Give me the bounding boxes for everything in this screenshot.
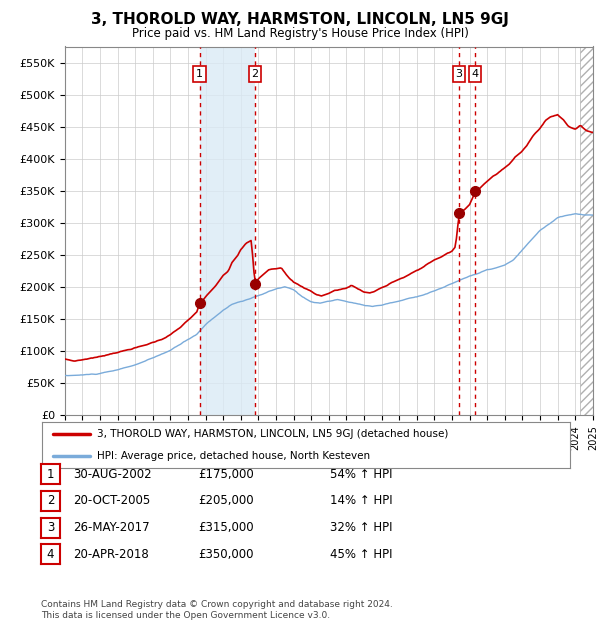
Text: 26-MAY-2017: 26-MAY-2017 bbox=[73, 521, 150, 534]
Text: £315,000: £315,000 bbox=[198, 521, 254, 534]
Text: Contains HM Land Registry data © Crown copyright and database right 2024.
This d: Contains HM Land Registry data © Crown c… bbox=[41, 600, 392, 619]
Text: 4: 4 bbox=[47, 548, 54, 560]
Text: £175,000: £175,000 bbox=[198, 468, 254, 481]
Text: 3: 3 bbox=[47, 521, 54, 534]
Text: 4: 4 bbox=[472, 69, 479, 79]
Text: HPI: Average price, detached house, North Kesteven: HPI: Average price, detached house, Nort… bbox=[97, 451, 371, 461]
Text: 1: 1 bbox=[47, 468, 54, 481]
Text: 2: 2 bbox=[47, 495, 54, 507]
Text: £205,000: £205,000 bbox=[198, 495, 254, 507]
Text: 20-OCT-2005: 20-OCT-2005 bbox=[73, 495, 151, 507]
Text: 3, THOROLD WAY, HARMSTON, LINCOLN, LN5 9GJ: 3, THOROLD WAY, HARMSTON, LINCOLN, LN5 9… bbox=[91, 12, 509, 27]
Bar bbox=[200, 46, 255, 415]
Text: 54% ↑ HPI: 54% ↑ HPI bbox=[330, 468, 392, 481]
Text: 45% ↑ HPI: 45% ↑ HPI bbox=[330, 548, 392, 560]
Text: 14% ↑ HPI: 14% ↑ HPI bbox=[330, 495, 392, 507]
Text: 20-APR-2018: 20-APR-2018 bbox=[73, 548, 149, 560]
Bar bbox=[580, 46, 600, 415]
Text: 30-AUG-2002: 30-AUG-2002 bbox=[73, 468, 152, 481]
Text: Price paid vs. HM Land Registry's House Price Index (HPI): Price paid vs. HM Land Registry's House … bbox=[131, 27, 469, 40]
Text: 2: 2 bbox=[251, 69, 259, 79]
Text: £350,000: £350,000 bbox=[198, 548, 254, 560]
Text: 32% ↑ HPI: 32% ↑ HPI bbox=[330, 521, 392, 534]
Text: 1: 1 bbox=[196, 69, 203, 79]
Text: 3: 3 bbox=[455, 69, 463, 79]
Text: 3, THOROLD WAY, HARMSTON, LINCOLN, LN5 9GJ (detached house): 3, THOROLD WAY, HARMSTON, LINCOLN, LN5 9… bbox=[97, 429, 449, 439]
